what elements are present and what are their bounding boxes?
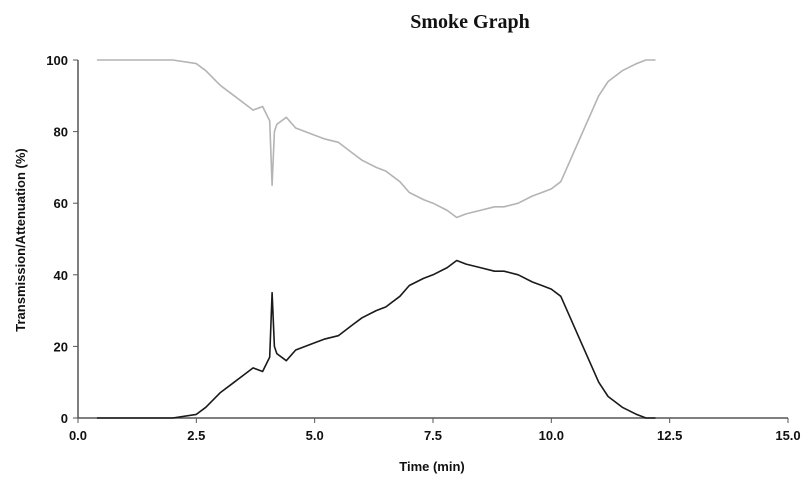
x-tick-label: 12.5 xyxy=(657,428,682,443)
y-tick-label: 80 xyxy=(54,125,68,140)
x-axis-label: Time (min) xyxy=(399,459,465,474)
axis-ticks: 0.0 2.5 5.0 7.5 10.0 12.5 15.0 0 20 40 60 80 100 xyxy=(46,53,800,443)
y-tick-label: 40 xyxy=(54,268,68,283)
chart-title: Smoke Graph xyxy=(410,11,529,33)
attenuation-series-line xyxy=(96,259,656,419)
transmission-series-line xyxy=(96,59,656,219)
x-tick-label: 5.0 xyxy=(306,428,324,443)
y-tick-label: 100 xyxy=(46,53,68,68)
plot-area xyxy=(77,59,788,419)
x-tick-label: 10.0 xyxy=(539,428,564,443)
x-tick-label: 2.5 xyxy=(187,428,205,443)
x-tick-label: 15.0 xyxy=(775,428,800,443)
x-tick-label: 0.0 xyxy=(69,428,87,443)
y-tick-label: 0 xyxy=(61,411,68,426)
y-axis-label: Transmission/Attenuation (%) xyxy=(13,148,28,331)
y-tick-label: 60 xyxy=(54,196,68,211)
x-tick-label: 7.5 xyxy=(424,428,442,443)
y-tick-label: 20 xyxy=(54,339,68,354)
